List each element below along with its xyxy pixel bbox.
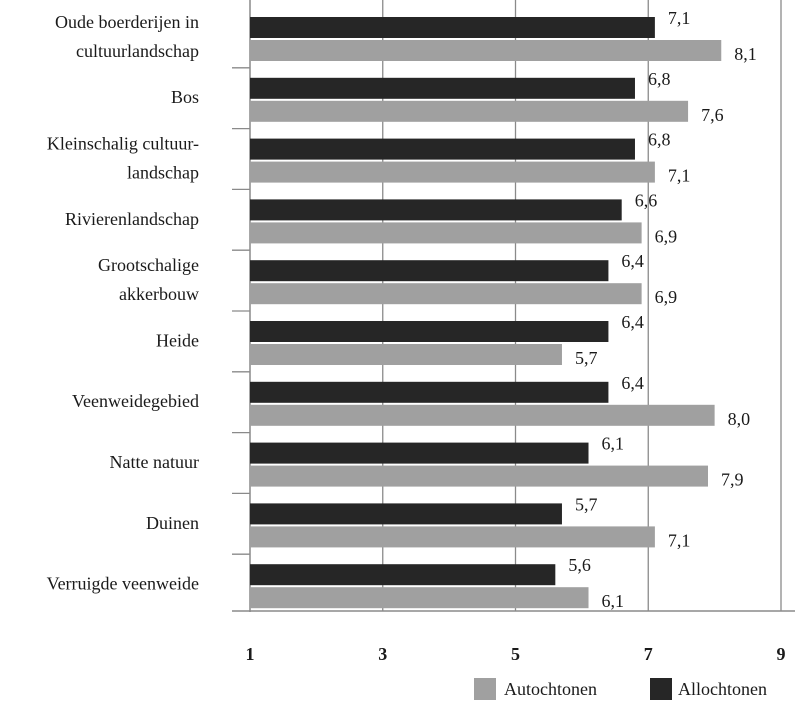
bar-allochtonen	[250, 199, 622, 221]
x-tick-label: 7	[644, 644, 653, 664]
category-label: Verruigde veenweide	[47, 574, 199, 594]
bar-allochtonen	[250, 321, 609, 342]
data-label-autochtonen: 7,6	[701, 105, 724, 125]
category-label: landschap	[127, 163, 199, 183]
category-label: Heide	[156, 330, 199, 350]
legend-label: Autochtonen	[504, 679, 597, 699]
data-label-allochtonen: 6,8	[648, 69, 671, 89]
bar-autochtonen	[250, 404, 715, 426]
data-label-autochtonen: 8,0	[728, 409, 751, 429]
bar-allochtonen	[250, 138, 635, 160]
data-label-allochtonen: 7,1	[668, 8, 691, 28]
category-label: Oude boerderijen in	[55, 12, 199, 32]
category-label: Kleinschalig cultuur-	[47, 134, 199, 154]
bar-autochtonen	[250, 161, 655, 183]
data-label-allochtonen: 6,8	[648, 130, 671, 150]
data-label-autochtonen: 6,9	[655, 226, 678, 246]
x-tick-label: 9	[777, 644, 786, 664]
data-label-allochtonen: 5,7	[575, 494, 598, 514]
bar-autochtonen	[250, 344, 562, 365]
category-label: Grootschalige	[98, 255, 199, 275]
bar-autochtonen	[250, 100, 689, 122]
data-label-autochtonen: 7,1	[668, 530, 691, 550]
bar-autochtonen	[250, 222, 642, 244]
data-label-allochtonen: 6,6	[635, 190, 658, 210]
category-label: Natte natuur	[110, 452, 199, 472]
bar-autochtonen	[250, 40, 722, 61]
legend-swatch	[474, 678, 496, 700]
data-label-allochtonen: 6,4	[621, 373, 644, 393]
data-label-allochtonen: 6,4	[621, 312, 644, 332]
category-label: Duinen	[146, 513, 199, 533]
category-label: cultuurlandschap	[76, 41, 199, 61]
bar-allochtonen	[250, 503, 562, 525]
category-label: Rivierenlandschap	[65, 209, 199, 229]
bar-allochtonen	[250, 17, 655, 38]
data-label-allochtonen: 6,4	[621, 251, 644, 271]
x-tick-label: 3	[378, 644, 387, 664]
bars	[250, 17, 722, 609]
data-label-allochtonen: 6,1	[602, 434, 625, 454]
data-label-autochtonen: 6,9	[655, 287, 678, 307]
bar-allochtonen	[250, 260, 609, 282]
bar-allochtonen	[250, 77, 635, 99]
bar-autochtonen	[250, 526, 655, 548]
x-tick-label: 1	[246, 644, 255, 664]
labels: 7,1 8,1 Oude boerderijen in cultuurlandscha…	[47, 8, 757, 611]
data-label-autochtonen: 5,7	[575, 348, 598, 368]
legend-label: Allochtonen	[678, 679, 767, 699]
x-tick-label: 5	[511, 644, 520, 664]
bar-allochtonen	[250, 564, 556, 586]
bar-autochtonen	[250, 587, 589, 609]
legend: Autochtonen Allochtonen	[474, 678, 767, 700]
category-label: Veenweidegebied	[72, 391, 199, 411]
bar-allochtonen	[250, 381, 609, 403]
bar-autochtonen	[250, 465, 708, 487]
bar-allochtonen	[250, 442, 589, 464]
data-label-autochtonen: 7,1	[668, 166, 691, 186]
category-label: Bos	[171, 87, 199, 107]
data-label-autochtonen: 7,9	[721, 470, 744, 490]
legend-swatch	[650, 678, 672, 700]
data-label-allochtonen: 5,6	[568, 555, 591, 575]
bar-autochtonen	[250, 283, 642, 305]
data-label-autochtonen: 8,1	[734, 44, 757, 64]
category-label: akkerbouw	[119, 284, 199, 304]
data-label-autochtonen: 6,1	[602, 591, 625, 611]
